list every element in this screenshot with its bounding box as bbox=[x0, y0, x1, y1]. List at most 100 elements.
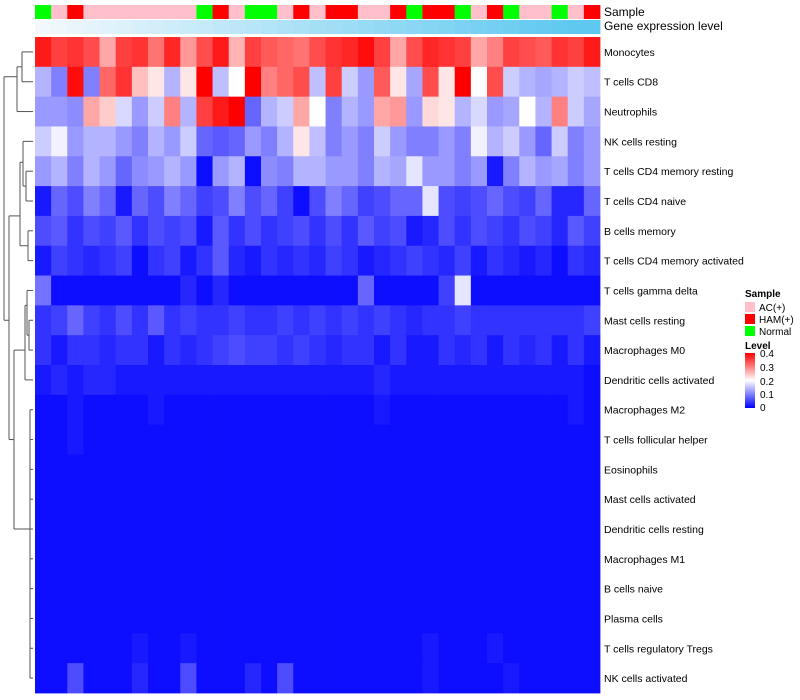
legend-level-tick: 0.3 bbox=[760, 363, 774, 374]
heatmap-cell bbox=[503, 573, 520, 604]
heatmap-cell bbox=[148, 484, 165, 515]
heatmap-cell bbox=[115, 37, 133, 68]
heatmap-cell bbox=[406, 96, 423, 127]
heatmap-cell bbox=[277, 335, 294, 366]
heatmap-cell bbox=[131, 573, 149, 604]
heatmap-cell bbox=[454, 245, 472, 276]
heatmap-cell bbox=[180, 484, 197, 515]
heatmap-cell bbox=[115, 275, 133, 306]
heatmap-cell bbox=[454, 424, 472, 455]
heatmap-cell bbox=[51, 245, 68, 276]
heatmap-cell bbox=[357, 156, 375, 187]
heatmap-cell bbox=[374, 215, 391, 247]
heatmap-cell bbox=[131, 186, 149, 217]
heatmap-cell bbox=[535, 245, 552, 276]
legend-swatch-normal bbox=[745, 326, 755, 336]
heatmap-cell bbox=[35, 275, 52, 306]
expression-annotation-cell bbox=[277, 20, 294, 34]
heatmap-cell bbox=[35, 633, 52, 664]
heatmap-cell bbox=[535, 573, 552, 604]
expression-annotation-cell bbox=[535, 20, 552, 34]
heatmap-cell bbox=[293, 335, 310, 366]
heatmap-cell bbox=[406, 663, 423, 694]
heatmap-cell bbox=[487, 156, 504, 187]
heatmap-cell bbox=[519, 633, 536, 664]
heatmap-cell bbox=[83, 603, 100, 634]
heatmap-cell bbox=[325, 275, 343, 306]
heatmap-cell bbox=[244, 663, 262, 694]
sample-annotation-cell bbox=[325, 5, 343, 19]
legend-level-tick: 0.2 bbox=[760, 377, 774, 388]
heatmap-cell bbox=[277, 454, 294, 485]
heatmap-cell bbox=[325, 66, 343, 98]
heatmap-cell bbox=[244, 365, 262, 396]
heatmap-cell bbox=[390, 633, 407, 664]
heatmap-cell bbox=[148, 633, 165, 664]
heatmap-cell bbox=[99, 186, 117, 217]
heatmap-cell bbox=[583, 245, 601, 276]
heatmap-cell bbox=[422, 126, 439, 157]
heatmap-cell bbox=[293, 484, 310, 515]
heatmap-cell bbox=[244, 335, 262, 366]
heatmap-cell bbox=[454, 305, 472, 336]
heatmap-cell bbox=[470, 454, 488, 485]
sample-annotation-cell bbox=[51, 5, 68, 19]
heatmap-cell bbox=[180, 245, 197, 276]
heatmap-cell bbox=[99, 514, 117, 545]
heatmap-cell bbox=[99, 365, 117, 396]
heatmap-cell bbox=[503, 305, 520, 336]
heatmap-cell bbox=[83, 454, 100, 485]
heatmap-cell bbox=[454, 126, 472, 157]
heatmap-cell bbox=[567, 66, 585, 98]
heatmap-cell bbox=[487, 275, 504, 306]
heatmap-cell bbox=[164, 514, 181, 545]
heatmap-cell bbox=[115, 66, 133, 98]
heatmap-cell bbox=[196, 215, 213, 247]
heatmap-cell bbox=[519, 335, 536, 366]
heatmap-cell bbox=[357, 573, 375, 604]
heatmap-cell bbox=[422, 454, 439, 485]
heatmap-cell bbox=[51, 514, 68, 545]
heatmap-cell bbox=[583, 603, 601, 634]
heatmap-cell bbox=[341, 573, 359, 604]
heatmap-cell bbox=[277, 543, 294, 575]
heatmap-cell bbox=[309, 663, 326, 694]
heatmap-cell bbox=[212, 335, 230, 366]
heatmap-cell bbox=[148, 186, 165, 217]
heatmap-cell bbox=[180, 394, 197, 426]
heatmap-cell bbox=[35, 394, 52, 426]
heatmap-cell bbox=[487, 305, 504, 336]
heatmap-cell bbox=[519, 543, 536, 575]
heatmap-cell bbox=[551, 454, 569, 485]
heatmap-cell bbox=[196, 424, 213, 455]
heatmap-cell bbox=[309, 335, 326, 366]
sample-annotation-cell bbox=[551, 5, 569, 19]
heatmap-cell bbox=[212, 484, 230, 515]
heatmap-cell bbox=[261, 663, 278, 694]
heatmap-cell bbox=[341, 335, 359, 366]
heatmap-cell bbox=[309, 454, 326, 485]
heatmap-cell bbox=[503, 424, 520, 455]
sample-annotation-cell bbox=[148, 5, 165, 19]
heatmap-cell bbox=[551, 573, 569, 604]
heatmap-cell bbox=[131, 543, 149, 575]
heatmap-cell bbox=[341, 275, 359, 306]
heatmap-cell bbox=[406, 394, 423, 426]
heatmap-cell bbox=[551, 245, 569, 276]
sample-annotation-cell bbox=[115, 5, 133, 19]
heatmap-cell bbox=[470, 305, 488, 336]
heatmap-cell bbox=[212, 663, 230, 694]
heatmap-cell bbox=[196, 484, 213, 515]
heatmap-cell bbox=[390, 365, 407, 396]
heatmap-cell bbox=[390, 335, 407, 366]
heatmap-cell bbox=[341, 96, 359, 127]
heatmap-cell bbox=[341, 484, 359, 515]
heatmap-cell bbox=[277, 365, 294, 396]
heatmap-cell bbox=[244, 454, 262, 485]
heatmap-cell bbox=[228, 96, 246, 127]
row-label: Eosinophils bbox=[604, 464, 658, 476]
heatmap-cell bbox=[487, 126, 504, 157]
heatmap-cell bbox=[228, 245, 246, 276]
heatmap-cell bbox=[325, 305, 343, 336]
sample-annotation-cell bbox=[567, 5, 585, 19]
